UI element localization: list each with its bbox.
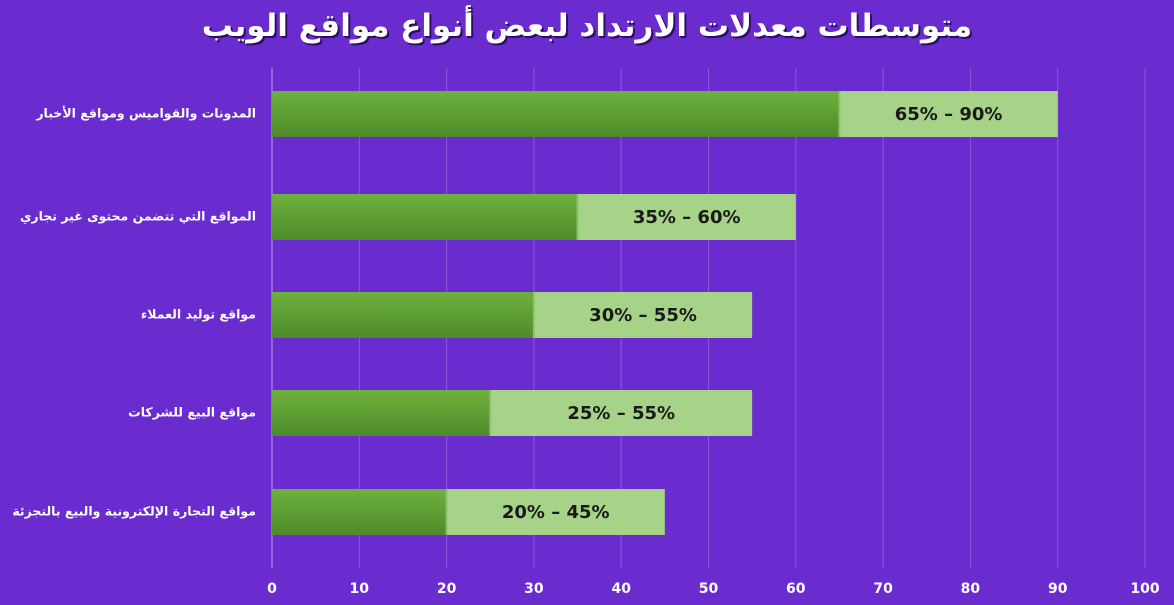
x-tick-label: 40 bbox=[611, 581, 631, 597]
category-label: المواقع التي تتضمن محتوى غير تجاري bbox=[20, 209, 256, 224]
x-tick-label: 0 bbox=[267, 581, 277, 597]
category-label: مواقع التجارة الإلكترونية والبيع بالتجزئ… bbox=[12, 504, 256, 519]
chart-title: متوسطات معدلات الارتداد لبعض أنواع مواقع… bbox=[201, 8, 973, 44]
bar-low-segment bbox=[272, 194, 578, 240]
labels: 0 10 20 30 40 50 60 70 80 90 100 65% – 90% المدونات … bbox=[12, 104, 1160, 597]
category-label: المدونات والقواميس ومواقع الأخبار bbox=[35, 106, 256, 121]
category-label: مواقع البيع للشركات bbox=[128, 405, 256, 420]
x-tick-label: 60 bbox=[786, 581, 806, 597]
bar-range-label: 25% – 55% bbox=[567, 403, 675, 424]
x-tick-label: 80 bbox=[961, 581, 981, 597]
bar-range-label: 20% – 45% bbox=[502, 502, 610, 523]
bar-high-segment bbox=[490, 390, 753, 436]
bar-low-segment bbox=[272, 489, 447, 535]
x-tick-label: 70 bbox=[873, 581, 893, 597]
x-tick-label: 100 bbox=[1130, 581, 1159, 597]
bar-high-segment bbox=[577, 194, 796, 240]
bar-range-label: 65% – 90% bbox=[895, 104, 1003, 125]
bar-high-segment bbox=[839, 91, 1058, 137]
bar-high-segment bbox=[446, 489, 665, 535]
x-tick-label: 10 bbox=[350, 581, 370, 597]
x-tick-label: 30 bbox=[524, 581, 544, 597]
bar-range-label: 30% – 55% bbox=[589, 305, 697, 326]
bars bbox=[272, 91, 1058, 535]
x-tick-label: 50 bbox=[699, 581, 719, 597]
bar-high-segment bbox=[533, 292, 753, 338]
bar-low-segment bbox=[272, 292, 534, 338]
bar-low-segment bbox=[272, 390, 491, 436]
bar-low-segment bbox=[272, 91, 840, 137]
category-label: مواقع توليد العملاء bbox=[141, 307, 256, 322]
x-tick-label: 20 bbox=[437, 581, 457, 597]
bar-range-label: 35% – 60% bbox=[633, 207, 741, 228]
x-tick-label: 90 bbox=[1048, 581, 1068, 597]
